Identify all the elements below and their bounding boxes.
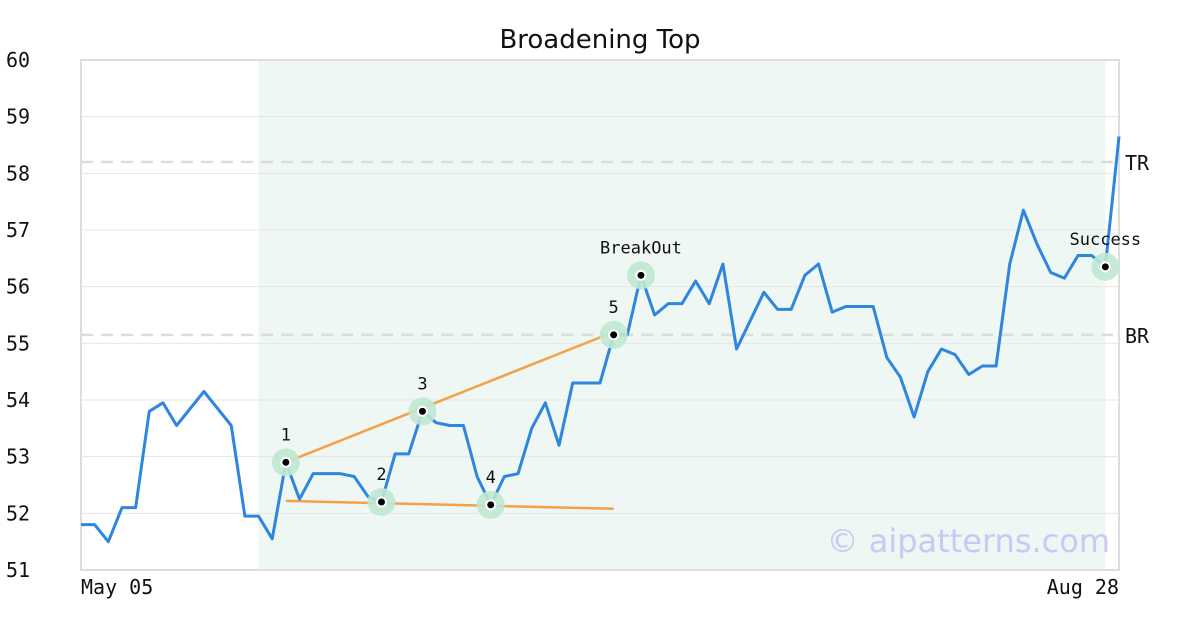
point-label-1: 1 [281, 425, 291, 445]
point-marker-1 [282, 458, 290, 466]
point-label-5: 5 [609, 298, 619, 318]
y-tick-label: 56 [6, 275, 30, 299]
y-tick-label: 51 [6, 558, 30, 582]
pattern-shaded-region [258, 61, 1106, 569]
y-tick-label: 57 [6, 218, 30, 242]
chart-title: Broadening Top [499, 25, 700, 55]
point-marker-4 [487, 501, 495, 509]
point-marker-success [1101, 263, 1109, 271]
point-label-success: Success [1070, 230, 1142, 250]
y-tick-label: 58 [6, 161, 30, 185]
x-tick-label: Aug 28 [1047, 575, 1119, 599]
x-tick-label: May 05 [81, 575, 153, 599]
point-marker-3 [418, 407, 426, 415]
y-tick-label: 53 [6, 445, 30, 469]
trend-line-2 [285, 499, 614, 511]
point-label-breakout: BreakOut [600, 238, 682, 258]
price-line [81, 136, 1121, 544]
y-tick-label: 59 [6, 105, 30, 129]
point-marker-5 [610, 331, 618, 339]
y-tick-label: 60 [6, 48, 30, 72]
point-marker-breakout [637, 271, 645, 279]
point-label-4: 4 [486, 468, 496, 488]
trend-line-1 [285, 330, 615, 464]
point-marker-2 [377, 498, 385, 506]
reference-label-tr: TR [1125, 151, 1150, 175]
y-tick-label: 55 [6, 331, 30, 355]
y-tick-label: 52 [6, 501, 30, 525]
reference-label-br: BR [1125, 324, 1150, 348]
watermark: © aipatterns.com [827, 522, 1110, 560]
point-label-3: 3 [417, 374, 427, 394]
y-tick-label: 54 [6, 388, 30, 412]
point-label-2: 2 [376, 465, 386, 485]
